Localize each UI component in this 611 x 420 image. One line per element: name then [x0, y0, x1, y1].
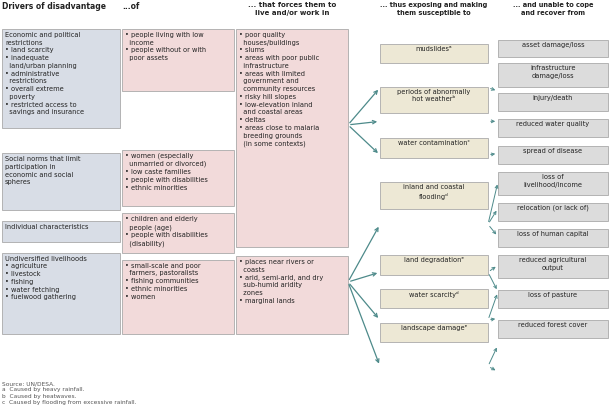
Bar	[498, 320, 608, 338]
Text: reduced agricultural
output: reduced agricultural output	[519, 257, 587, 271]
Text: • women (especially
  unmarried or divorced)
• low caste families
• people with : • women (especially unmarried or divorce…	[125, 152, 208, 191]
Text: • children and elderly
  people (age)
• people with disabilities
  (disability): • children and elderly people (age) • pe…	[125, 216, 208, 247]
Bar	[498, 290, 608, 307]
Bar	[498, 203, 608, 220]
Bar	[498, 93, 608, 110]
Text: ... and unable to cope
and recover from: ... and unable to cope and recover from	[513, 2, 593, 16]
Text: Economic and political
restrictions
• land scarcity
• inadequate
  land/urban pl: Economic and political restrictions • la…	[5, 32, 84, 116]
Bar	[498, 63, 608, 87]
Bar	[498, 255, 608, 278]
Bar	[380, 255, 488, 275]
Bar	[380, 138, 488, 158]
Text: loss of pasture: loss of pasture	[529, 292, 577, 298]
Text: inland and coastal
floodingᵈ: inland and coastal floodingᵈ	[403, 184, 465, 200]
Text: • places near rivers or
  coasts
• arid, semi-arid, and dry
  sub-humid aridity
: • places near rivers or coasts • arid, s…	[239, 259, 323, 304]
Bar	[380, 44, 488, 63]
Bar	[236, 256, 348, 334]
Text: ... that forces them to
live and/or work in: ... that forces them to live and/or work…	[248, 2, 336, 16]
Text: Individual characteristics: Individual characteristics	[5, 223, 89, 230]
Text: spread of disease: spread of disease	[524, 148, 582, 154]
Text: loss of
livelihood/income: loss of livelihood/income	[524, 174, 582, 187]
Bar	[2, 252, 120, 334]
Text: loss of human capital: loss of human capital	[517, 231, 589, 237]
Bar	[380, 323, 488, 342]
Text: infrastructure
damage/loss: infrastructure damage/loss	[530, 66, 576, 79]
Bar	[236, 29, 348, 247]
Bar	[2, 220, 120, 242]
Text: • poor quality
  houses/buildings
• slums
• areas with poor public
  infrastruct: • poor quality houses/buildings • slums …	[239, 32, 320, 147]
Text: injury/death: injury/death	[533, 95, 573, 101]
Text: relocation (or lack of): relocation (or lack of)	[517, 205, 589, 211]
Bar	[498, 172, 608, 195]
Bar	[122, 29, 234, 91]
Text: Social norms that limit
participation in
economic and social
spheres: Social norms that limit participation in…	[5, 156, 81, 185]
Bar	[498, 119, 608, 137]
Bar	[122, 260, 234, 334]
Text: ... thus exposing and making
them susceptible to: ... thus exposing and making them suscep…	[381, 2, 488, 16]
Bar	[2, 153, 120, 210]
Text: mudslidesᵃ: mudslidesᵃ	[415, 46, 452, 52]
Text: water scarcityᵈ: water scarcityᵈ	[409, 291, 459, 298]
Bar	[2, 29, 120, 128]
Text: Source: UN/DESA.
a  Caused by heavy rainfall.
b  Caused by heatwaves.
c  Caused : Source: UN/DESA. a Caused by heavy rainf…	[2, 381, 136, 405]
Text: Drivers of disadvantage: Drivers of disadvantage	[2, 2, 106, 11]
Bar	[498, 146, 608, 164]
Text: • people living with low
  income
• people without or with
  poor assets: • people living with low income • people…	[125, 32, 206, 61]
Text: land degradationᵉ: land degradationᵉ	[404, 257, 464, 263]
Bar	[498, 229, 608, 247]
Bar	[380, 182, 488, 209]
Text: water contaminationᶜ: water contaminationᶜ	[398, 140, 470, 146]
Bar	[498, 39, 608, 57]
Text: periods of abnormally
hot weatherᵇ: periods of abnormally hot weatherᵇ	[397, 89, 470, 102]
Text: asset damage/loss: asset damage/loss	[522, 42, 584, 47]
Text: Undiversified livelihoods
• agriculture
• livestock
• fishing
• water fetching
•: Undiversified livelihoods • agriculture …	[5, 255, 87, 300]
Text: ...of: ...of	[122, 2, 139, 11]
Bar	[380, 289, 488, 308]
Bar	[122, 150, 234, 206]
Text: landscape damageᵉ: landscape damageᵉ	[401, 325, 467, 331]
Bar	[122, 213, 234, 252]
Text: reduced water quality: reduced water quality	[516, 121, 590, 127]
Bar	[380, 87, 488, 113]
Text: reduced forest cover: reduced forest cover	[518, 322, 588, 328]
Text: • small-scale and poor
  farmers, pastoralists
• fishing communities
• ethnic mi: • small-scale and poor farmers, pastoral…	[125, 262, 200, 299]
